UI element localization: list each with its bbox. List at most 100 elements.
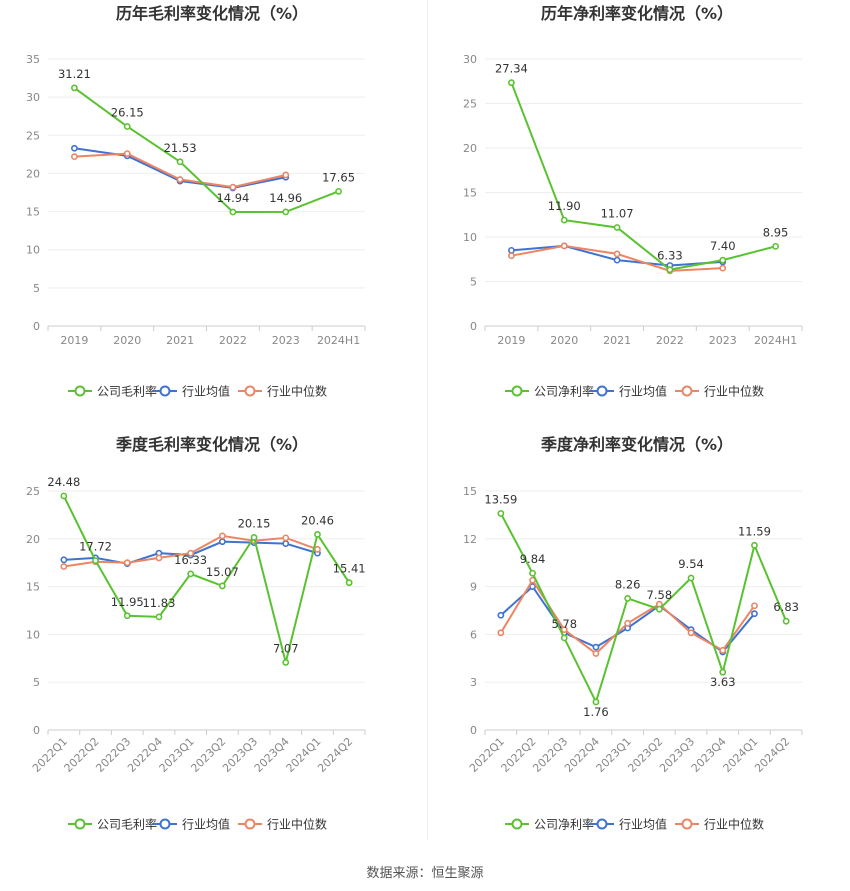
x-tick-label: 2022 [656,334,684,347]
legend-item-median[interactable]: 行业中位数 [238,384,327,399]
legend-label: 行业中位数 [704,384,764,399]
legend-item-median[interactable]: 行业中位数 [675,817,764,832]
data-point-company [92,557,99,564]
data-label: 7.07 [273,641,299,655]
data-label: 13.59 [484,492,517,506]
data-point-company [592,698,600,706]
y-tick-label: 0 [33,320,40,333]
data-label: 15.07 [206,565,239,579]
legend-item-avg[interactable]: 行业均值 [153,817,230,832]
data-point-company [666,266,674,274]
legend-item-median[interactable]: 行业中位数 [238,817,327,832]
data-point-avg [218,538,226,546]
x-tick-label: 2020 [113,334,141,347]
data-label: 5.78 [551,617,577,631]
y-tick-label: 20 [26,167,40,180]
data-point-median [497,629,505,637]
legend-item-avg[interactable]: 行业均值 [590,817,667,832]
data-point-median [613,250,621,258]
x-tick-label: 2021 [603,334,631,347]
data-point-avg [529,583,536,590]
y-tick-label: 6 [470,628,477,641]
data-point-company [497,510,505,517]
series-line-company [62,495,350,663]
data-point-company [250,533,258,541]
legend-item-company[interactable]: 公司净利率 [505,817,594,832]
data-point-median [187,549,195,557]
legend-item-avg[interactable]: 行业均值 [153,384,230,399]
x-tick-label: 2020 [550,334,578,347]
legend-item-median[interactable]: 行业中位数 [675,384,764,399]
y-tick-label: 9 [470,581,477,594]
legend-item-company[interactable]: 公司净利率 [505,384,594,399]
data-label: 21.53 [164,141,197,155]
data-point-median [687,629,695,637]
data-point-company [508,79,515,87]
legend-label: 行业均值 [619,384,667,399]
x-tick-label: 2021 [166,334,194,347]
data-point-median [123,559,131,567]
data-point-median [282,534,290,542]
legend-label: 公司毛利率 [97,384,157,399]
y-tick-label: 35 [26,53,40,66]
data-point-company [751,541,758,549]
data-point-median [176,176,184,183]
chart-title: 历年净利率变化情况（%） [541,4,733,23]
series-line-company [73,87,339,214]
data-point-median [560,626,568,634]
data-point-company [613,224,621,231]
legend-item-company[interactable]: 公司毛利率 [68,384,157,399]
data-point-avg [613,256,621,264]
chart-svg: 历年毛利率变化情况（%） 0 5 10 15 20 25 30 35 2019 2020 2021 20… [26,4,366,399]
data-point-company [624,594,632,602]
data-point-company [176,158,184,166]
y-tick-label: 5 [33,282,40,295]
data-label: 7.58 [647,588,673,602]
data-point-company [71,84,78,92]
data-label: 14.94 [216,191,249,205]
y-tick-label: 20 [26,533,40,546]
data-point-median [508,252,515,260]
quarterly-gross-margin-chart: 季度毛利率变化情况（%） 0 5 10 15 20 25 2022Q1 2022Q2 2022Q3… [0,430,425,860]
data-label: 6.33 [657,249,683,263]
data-label: 3.63 [710,675,736,689]
x-tick-label: 2024H1 [317,334,360,347]
data-point-avg [282,540,290,547]
data-point-company [529,569,536,577]
data-point-company [782,617,790,625]
x-tick-label: 2022 [219,334,247,347]
data-point-company [314,531,321,538]
data-label: 14.96 [269,191,302,205]
data-point-company [282,659,290,666]
legend-label: 公司净利率 [534,817,594,832]
legend-label: 行业均值 [182,817,230,832]
y-tick-label: 5 [470,276,477,289]
data-label: 9.54 [678,557,704,571]
data-point-avg [751,610,758,618]
data-point-company [345,579,353,587]
chart-title: 季度毛利率变化情况（%） [115,435,308,454]
chart-svg: 季度净利率变化情况（%）036912152022Q12022Q22022Q320… [463,435,803,832]
legend-item-avg[interactable]: 行业均值 [590,384,667,399]
data-point-median [560,242,568,250]
data-label: 11.59 [738,524,771,538]
data-point-company [772,242,779,250]
y-tick-label: 10 [26,244,40,257]
x-tick-label: 2019 [60,334,88,347]
x-tick-label: 2023 [709,334,737,347]
chart-svg: 历年净利率变化情况（%） 0 5 10 15 20 25 30 2019 2020 2021 2022… [463,4,803,399]
data-label: 17.72 [79,540,112,554]
y-tick-label: 10 [26,628,40,641]
quarterly-net-margin-chart: 季度净利率变化情况（%） 0 3 6 9 12 15 2022Q1 2022Q2 2022Q3 20… [425,430,850,860]
data-point-median [719,264,727,272]
data-point-median [218,532,226,540]
y-tick-label: 15 [463,485,477,498]
annual-gross-margin-chart: 历年毛利率变化情况（%） 0 5 10 15 20 25 30 35 2019 2020 2021 20… [0,0,425,430]
legend-item-company[interactable]: 公司毛利率 [68,817,157,832]
data-point-company [335,187,342,195]
data-point-company [229,208,237,216]
y-tick-label: 10 [463,231,477,244]
data-label: 11.95 [111,595,144,609]
data-point-median [282,171,290,179]
data-point-median [71,153,78,161]
